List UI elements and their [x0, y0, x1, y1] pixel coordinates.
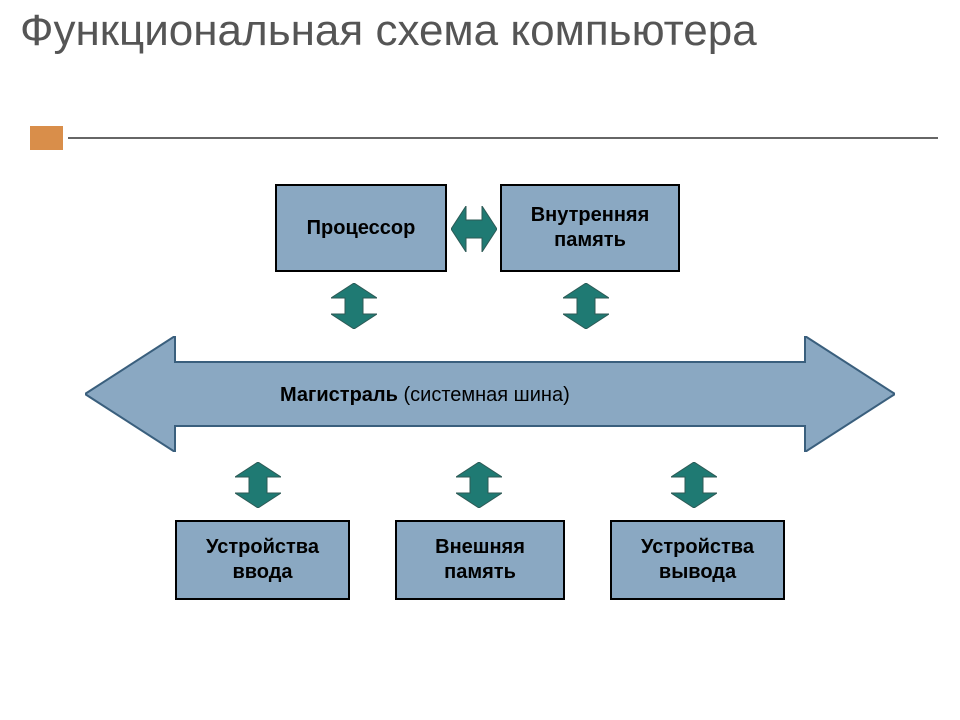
arrow-ext-bus	[456, 462, 502, 508]
accent-square	[30, 126, 63, 150]
bus-label: Магистраль (системная шина)	[280, 384, 570, 407]
bus-label-paren: (системная шина)	[403, 384, 569, 406]
header-divider	[68, 137, 938, 139]
arrow-input-bus	[235, 462, 281, 508]
arrow-cpu-bus	[331, 283, 377, 329]
arrow-ram-bus	[563, 283, 609, 329]
bus-label-main: Магистраль	[280, 384, 398, 406]
box-input-devices: Устройства ввода	[175, 520, 350, 600]
box-internal-memory-label: Внутренняя память	[502, 199, 678, 257]
slide-title: Функциональная схема компьютера	[20, 6, 920, 57]
box-output-devices-label: Устройства вывода	[612, 531, 783, 589]
arrow-cpu-ram	[451, 206, 497, 252]
box-input-devices-label: Устройства ввода	[177, 531, 348, 589]
arrow-output-bus	[671, 462, 717, 508]
box-processor-label: Процессор	[301, 212, 422, 245]
box-external-memory-label: Внешняя память	[397, 531, 563, 589]
box-processor: Процессор	[275, 184, 447, 272]
box-external-memory: Внешняя память	[395, 520, 565, 600]
box-internal-memory: Внутренняя память	[500, 184, 680, 272]
box-output-devices: Устройства вывода	[610, 520, 785, 600]
